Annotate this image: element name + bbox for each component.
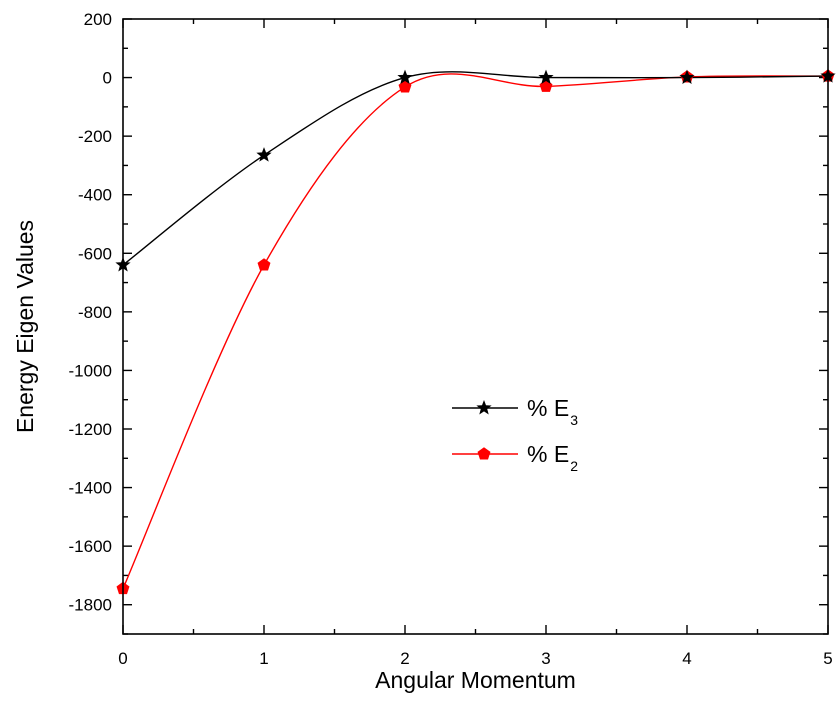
- legend: % E3 % E2: [452, 395, 578, 474]
- data-point-1-1: [257, 258, 271, 271]
- data-point-0-4: [679, 69, 695, 85]
- legend-label: % E3: [527, 395, 578, 428]
- lines-layer: [122, 71, 829, 589]
- y-tick-label: -1600: [69, 537, 112, 556]
- y-tick-label: -1400: [69, 479, 112, 498]
- labels-layer: 0 1 2 3 4 5 200 0 -200 -400 -600 -800 -1000 -1200 -140…: [69, 10, 833, 668]
- legend-entry-1: % E2: [452, 441, 578, 474]
- data-point-1-2: [398, 80, 412, 93]
- legend-subscript: 2: [570, 458, 578, 474]
- y-tick-label: -400: [78, 186, 112, 205]
- y-tick-label: -200: [78, 127, 112, 146]
- legend-marker: [477, 447, 491, 460]
- ticks-layer: [122, 18, 829, 635]
- y-tick-label: -1800: [69, 596, 112, 615]
- x-tick-label: 1: [259, 649, 268, 668]
- data-point-0-2: [397, 69, 413, 85]
- y-tick-label: 200: [84, 10, 112, 29]
- y-tick-label: -1000: [69, 361, 112, 380]
- data-point-0-1: [256, 147, 272, 162]
- x-tick-label: 5: [823, 649, 832, 668]
- data-point-0-3: [538, 69, 554, 85]
- y-tick-label: -800: [78, 303, 112, 322]
- markers-layer: [115, 68, 836, 595]
- legend-marker: [476, 400, 492, 415]
- y-tick-label: -600: [78, 244, 112, 263]
- series-line-1: [122, 73, 829, 589]
- y-tick-label: 0: [103, 69, 112, 88]
- x-axis-title: Angular Momentum: [375, 667, 576, 693]
- x-tick-label: 4: [682, 649, 691, 668]
- y-axis-title: Energy Eigen Values: [12, 220, 38, 433]
- legend-label: % E2: [527, 441, 578, 474]
- legend-subscript: 3: [570, 412, 578, 428]
- series-line-0: [122, 71, 829, 266]
- legend-entry-0: % E3: [452, 395, 578, 428]
- data-point-1-3: [539, 79, 553, 92]
- x-tick-label: 0: [118, 649, 127, 668]
- plot-frame: [122, 18, 829, 635]
- x-tick-label: 3: [541, 649, 550, 668]
- x-tick-label: 2: [400, 649, 409, 668]
- y-tick-label: -1200: [69, 420, 112, 439]
